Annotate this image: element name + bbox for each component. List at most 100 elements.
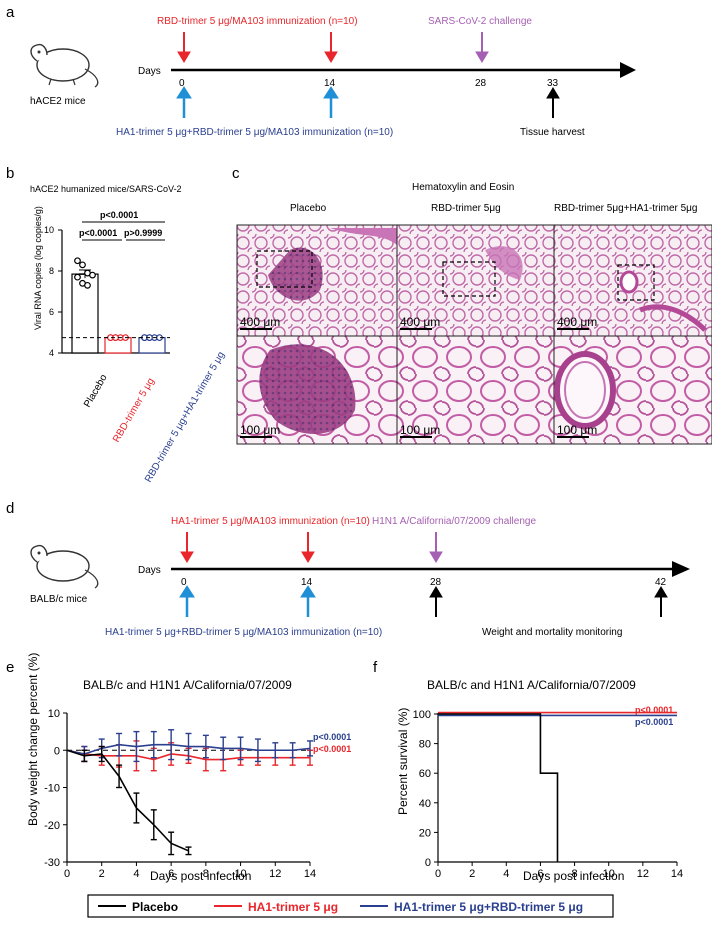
scale-top-1: 400 μm: [400, 315, 440, 329]
blue-immunization-text-d: HA1-trimer 5 μg+RBD-trimer 5 μg/MA103 im…: [105, 627, 382, 638]
p-value-right: p>0.9999: [124, 228, 162, 238]
panel-f-ytick-label: 100: [413, 709, 431, 721]
panel-e-xtick-label: 6: [168, 868, 174, 880]
scale-bottom-0: 100 μm: [240, 423, 280, 437]
panel-e-p-red: p<0.0001: [313, 744, 351, 754]
timeline-arrowhead-d: [672, 561, 690, 577]
legend-item-ha1: HA1-trimer 5 μg: [248, 900, 338, 914]
panel-e-ticks: 0 2 4 6 8 10 12 14 -30 -20 -10 0 10: [44, 708, 316, 880]
days-label: Days: [138, 66, 161, 77]
panel-e-xtick-label: 12: [269, 868, 281, 880]
panel-f-ticks: 0 2 4 6 8 10 12 14 0 20 40 60 80 100: [413, 709, 683, 880]
panel-b-point: [79, 261, 86, 269]
panel-e-title: BALB/c and H1N1 A/California/07/2009: [83, 678, 292, 692]
panel-b-marks: [62, 257, 170, 354]
panel-e-p-blue: p<0.0001: [313, 732, 351, 742]
panel-c-col-2: RBD-trimer 5μg+HA1-trimer 5μg: [554, 203, 698, 214]
panel-c-col-1: RBD-trimer 5μg: [431, 203, 501, 214]
panel-f: f BALB/c and H1N1 A/California/07/2009 P…: [373, 659, 683, 883]
panel-e-xtick-label: 8: [203, 868, 209, 880]
panel-e-ylabel: Body weight change percent (%): [26, 653, 40, 826]
monitoring-text: Weight and mortality monitoring: [482, 627, 622, 638]
panel-e-xtick-label: 0: [64, 868, 70, 880]
panel-b: b hACE2 humanized mice/SARS-CoV-2 p<0.00…: [6, 165, 227, 485]
panel-c-col-0: Placebo: [290, 203, 327, 214]
day-tick-14: 14: [324, 78, 336, 89]
panel-f-xtick-label: 8: [572, 868, 578, 880]
panel-b-point: [89, 271, 96, 279]
panel-f-xtick-label: 10: [603, 868, 615, 880]
panel-a-label: a: [6, 4, 15, 21]
panel-b-title: hACE2 humanized mice/SARS-CoV-2: [30, 184, 182, 194]
day-tick-0: 0: [179, 78, 185, 89]
purple-challenge-text: SARS-CoV-2 challenge: [428, 16, 532, 27]
mouse-label-d: BALB/c mice: [30, 594, 88, 605]
red-immunization-text: RBD-trimer 5 μg/MA103 immunization (n=10…: [157, 16, 358, 27]
panel-f-ytick-label: 60: [419, 768, 431, 780]
day-tick-28: 28: [475, 78, 487, 89]
panel-b-cat-1: RBD-trimer 5 μg: [111, 376, 157, 444]
panel-d: d BALB/c mice Days 0 14 28 42 HA1-trimer…: [6, 500, 690, 638]
panel-e-xtick-label: 2: [99, 868, 105, 880]
panel-c-title: Hematoxylin and Eosin: [412, 182, 514, 193]
purple-challenge-text-d: H1N1 A/California/07/2009 challenge: [372, 516, 536, 527]
panel-a: a hACE2 mice Days 0 14 28 33 RBD-trimer …: [6, 4, 636, 138]
panel-b-cat-0: Placebo: [82, 372, 110, 409]
panel-f-xlabel: Days post infection: [523, 869, 624, 883]
panel-f-series-line: [438, 713, 559, 862]
panel-e-series-line: [66, 749, 189, 852]
panel-f-p-blue: p<0.0001: [635, 717, 673, 727]
scale-bottom-1: 100 μm: [400, 423, 440, 437]
mouse-label: hACE2 mice: [30, 96, 86, 107]
red-immunization-text-d: HA1-trimer 5 μg/MA103 immunization (n=10…: [171, 516, 370, 527]
panel-f-ytick-label: 40: [419, 798, 431, 810]
panel-b-cat-2: RBD-trimer 5 μg+HA1-trimer 5 μg: [143, 350, 227, 485]
panel-d-label: d: [6, 500, 14, 517]
blue-immunization-text: HA1-trimer 5 μg+RBD-trimer 5 μg/MA103 im…: [116, 127, 393, 138]
panel-f-ytick-label: 20: [419, 827, 431, 839]
panel-f-xtick-label: 14: [671, 868, 683, 880]
panel-c-label: c: [232, 165, 240, 182]
mouse-icon: [30, 43, 99, 88]
scale-top-0: 400 μm: [240, 315, 280, 329]
panel-f-label: f: [373, 659, 378, 676]
panel-e-ytick-label: 0: [54, 745, 60, 757]
blue-arrow-d: [179, 585, 316, 617]
panel-f-xtick-label: 0: [435, 868, 441, 880]
legend-item-placebo: Placebo: [132, 900, 178, 914]
panel-b-ytick-label: 6: [49, 307, 54, 317]
mouse-icon: [30, 544, 99, 589]
panel-e-series-line: [66, 743, 311, 755]
panel-e-ytick-label: -10: [44, 783, 60, 795]
panel-b-point: [74, 257, 81, 265]
panel-e-ytick-label: -30: [44, 857, 60, 869]
panel-b-ylabel: Viral RNA copies (log copies/g): [33, 206, 43, 330]
panel-e-xtick-label: 4: [133, 868, 139, 880]
panel-e: e BALB/c and H1N1 A/California/07/2009 B…: [6, 653, 351, 883]
day-tick-28-d: 28: [430, 577, 442, 588]
timeline-arrowhead: [620, 62, 636, 78]
panel-b-ytick-label: 10: [44, 225, 54, 235]
panel-f-p-red: p<0.0001: [635, 705, 673, 715]
red-arrow-d: [180, 532, 315, 563]
day-tick-42-d: 42: [655, 577, 667, 588]
panel-c: c Hematoxylin and Eosin Placebo RBD-trim…: [232, 165, 712, 445]
purple-arrow-d: [429, 532, 443, 563]
panel-b-yticks: 4 6 8 10: [44, 225, 62, 358]
red-arrow: [177, 32, 338, 63]
panel-f-ylabel: Percent survival (%): [396, 708, 410, 815]
panel-f-xtick-label: 12: [637, 868, 649, 880]
panel-f-title: BALB/c and H1N1 A/California/07/2009: [427, 678, 636, 692]
black-arrow-d: [429, 586, 668, 617]
panel-b-ytick-label: 8: [49, 266, 54, 276]
panel-e-marks: [66, 729, 313, 856]
p-value-left: p<0.0001: [79, 228, 117, 238]
scale-bottom-2: 100 μm: [557, 423, 597, 437]
panel-e-xlabel: Days post infection: [150, 869, 251, 883]
panel-e-ytick-label: 10: [48, 708, 60, 720]
panel-f-ytick-label: 80: [419, 739, 431, 751]
panel-b-point: [74, 273, 81, 281]
tissue-harvest-text: Tissue harvest: [520, 127, 585, 138]
panel-f-xtick-label: 2: [469, 868, 475, 880]
